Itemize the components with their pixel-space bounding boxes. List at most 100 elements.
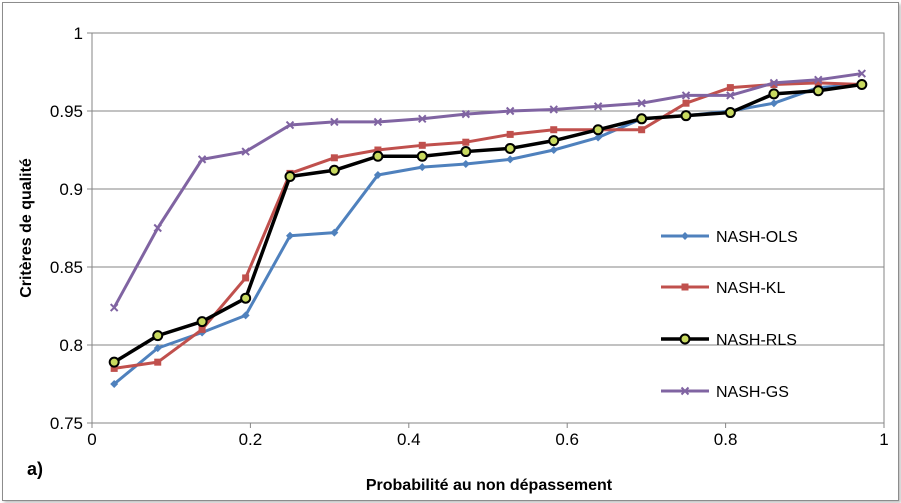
data-point-circle xyxy=(636,113,648,125)
data-point-x xyxy=(769,78,779,88)
gridlines xyxy=(92,110,884,346)
data-point-x xyxy=(109,303,119,312)
data-point-diamond xyxy=(594,133,603,142)
data-point-diamond xyxy=(373,170,382,179)
legend-item: NASH-GS xyxy=(661,384,789,401)
x-tick-label: 0.8 xyxy=(714,430,738,449)
x-tick-label: 0.4 xyxy=(397,430,421,449)
data-point-x xyxy=(505,106,515,116)
plot-area xyxy=(91,32,885,424)
x-tick-label: 0 xyxy=(87,430,96,449)
data-point-square xyxy=(242,274,250,282)
data-point-diamond xyxy=(506,155,515,164)
data-point-x xyxy=(461,109,471,119)
axis-ticks: 0.75 0.8 0.85 0.9 0.95 1 0 0.2 0.4 0.6 0.8 1 xyxy=(50,24,889,449)
series-lines xyxy=(108,69,868,388)
legend-item: NASH-RLS xyxy=(661,332,797,349)
data-point-square xyxy=(681,283,689,291)
data-point-x xyxy=(637,98,646,108)
legend-label: NASH-RLS xyxy=(716,332,797,349)
data-point-x xyxy=(681,91,691,100)
data-point-circle xyxy=(504,142,516,154)
panel-label: a) xyxy=(27,459,43,479)
x-tick-label: 0.6 xyxy=(555,430,579,449)
data-point-circle xyxy=(152,330,164,342)
data-point-square xyxy=(638,126,646,134)
y-tick-label: 0.75 xyxy=(50,414,83,433)
series-nash-gs xyxy=(109,69,867,312)
data-point-square xyxy=(814,79,822,87)
series-line xyxy=(112,72,863,309)
legend: NASH-OLS NASH-KL NASH-RLS NASH-GS xyxy=(661,229,798,401)
data-point-circle xyxy=(724,107,736,119)
legend-label: NASH-OLS xyxy=(716,229,798,246)
data-point-x xyxy=(373,117,383,127)
data-point-circle xyxy=(768,88,780,100)
series-line xyxy=(113,82,863,364)
data-point-x xyxy=(680,386,690,396)
x-tick-label: 0.2 xyxy=(239,430,263,449)
data-point-square xyxy=(330,154,338,162)
series-line xyxy=(113,81,862,370)
data-point-diamond xyxy=(549,146,558,154)
data-point-circle xyxy=(548,135,560,147)
data-point-square xyxy=(462,138,470,146)
legend-item: NASH-KL xyxy=(661,280,785,297)
data-point-circle xyxy=(240,292,252,304)
data-point-diamond xyxy=(110,380,119,388)
data-point-circle xyxy=(196,316,208,328)
data-point-circle xyxy=(328,164,340,176)
data-point-square xyxy=(110,364,118,372)
y-tick-label: 0.8 xyxy=(59,336,83,355)
data-point-circle xyxy=(812,85,824,97)
data-point-square xyxy=(374,146,382,154)
data-point-circle xyxy=(592,124,604,136)
series-nash-rls xyxy=(108,78,868,368)
data-point-circle xyxy=(416,150,428,162)
y-tick-label: 0.9 xyxy=(59,180,83,199)
data-point-square xyxy=(154,358,162,366)
data-point-x xyxy=(197,155,207,164)
data-point-diamond xyxy=(681,232,689,240)
data-point-diamond xyxy=(241,311,250,320)
y-tick-label: 0.95 xyxy=(50,102,83,121)
data-point-diamond xyxy=(153,344,162,353)
data-point-diamond xyxy=(286,231,294,240)
data-point-x xyxy=(153,223,162,233)
data-point-x xyxy=(285,120,295,130)
data-point-x xyxy=(857,69,867,78)
legend-label: NASH-KL xyxy=(716,280,785,297)
data-point-x xyxy=(549,105,558,114)
data-point-diamond xyxy=(461,160,470,169)
y-axis-title: Critères de qualité xyxy=(18,158,35,298)
data-point-circle xyxy=(108,356,120,368)
data-point-circle xyxy=(679,333,691,345)
data-point-diamond xyxy=(769,99,778,108)
data-point-diamond xyxy=(418,163,427,172)
data-point-square xyxy=(418,141,426,149)
data-point-diamond xyxy=(330,228,339,237)
data-point-square xyxy=(726,84,734,92)
data-point-square xyxy=(550,126,558,134)
data-point-x xyxy=(814,75,823,85)
data-point-square xyxy=(506,130,514,138)
x-tick-label: 1 xyxy=(879,430,888,449)
data-point-square xyxy=(682,99,690,107)
data-point-circle xyxy=(372,150,384,162)
data-point-x xyxy=(593,102,603,111)
data-point-circle xyxy=(284,171,296,183)
legend-item: NASH-OLS xyxy=(661,229,798,246)
data-point-circle xyxy=(680,110,692,122)
data-point-square xyxy=(198,325,206,333)
series-nash-kl xyxy=(110,79,866,372)
y-tick-label: 0.85 xyxy=(50,258,83,277)
data-point-x xyxy=(418,114,427,124)
x-axis-title: Probabilité au non dépassement xyxy=(366,477,613,494)
data-point-circle xyxy=(856,78,868,90)
legend-label: NASH-GS xyxy=(716,384,789,401)
data-point-x xyxy=(726,91,735,100)
data-point-x xyxy=(241,147,250,156)
data-point-x xyxy=(330,117,339,127)
data-point-circle xyxy=(460,146,472,158)
